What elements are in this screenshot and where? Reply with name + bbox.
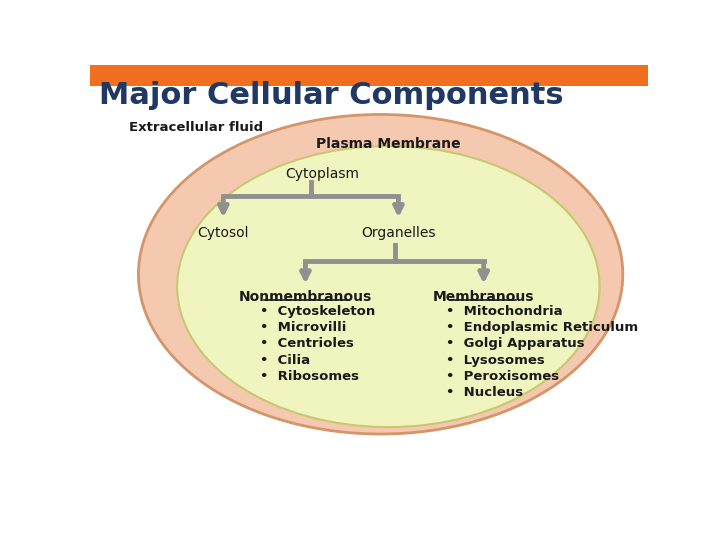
Text: Extracellular fluid: Extracellular fluid [129,122,263,134]
Text: •  Cytoskeleton: • Cytoskeleton [261,305,376,318]
Text: •  Lysosomes: • Lysosomes [446,354,545,367]
Text: •  Ribosomes: • Ribosomes [261,370,359,383]
Text: Cytosol: Cytosol [197,226,249,240]
Bar [90,65,648,86]
Text: Plasma Membrane: Plasma Membrane [316,137,461,151]
Text: Organelles: Organelles [361,226,436,240]
Text: •  Golgi Apparatus: • Golgi Apparatus [446,338,585,350]
Text: Major Cellular Components: Major Cellular Components [99,81,564,110]
Text: Nonmembranous: Nonmembranous [239,289,372,303]
Text: •  Cilia: • Cilia [261,354,310,367]
Text: Membranous: Membranous [433,289,534,303]
Ellipse shape [138,114,623,434]
Text: •  Peroxisomes: • Peroxisomes [446,370,559,383]
Text: •  Microvilli: • Microvilli [261,321,347,334]
Ellipse shape [177,146,600,427]
Text: •  Centrioles: • Centrioles [261,338,354,350]
Text: Cytoplasm: Cytoplasm [286,167,359,181]
Text: •  Endoplasmic Reticulum: • Endoplasmic Reticulum [446,321,639,334]
Text: •  Nucleus: • Nucleus [446,386,523,399]
Text: •  Mitochondria: • Mitochondria [446,305,563,318]
